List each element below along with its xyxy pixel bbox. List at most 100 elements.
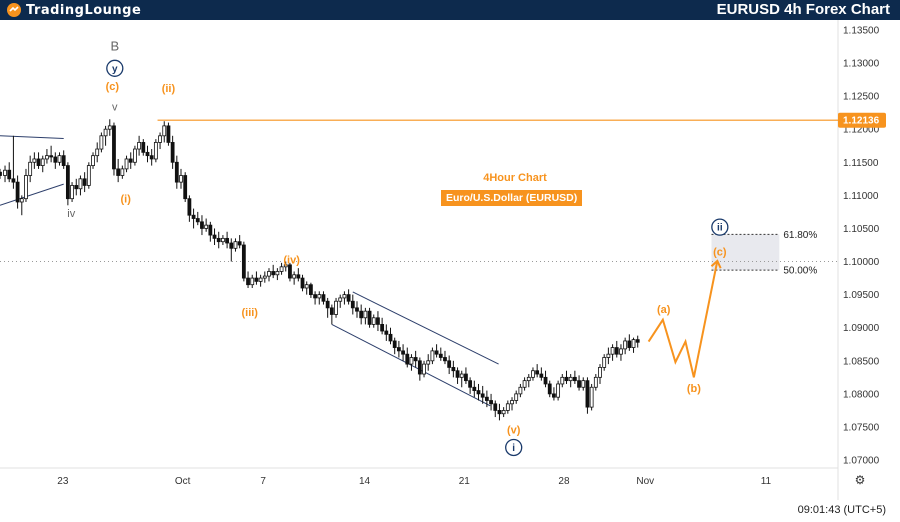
- candle-body: [401, 350, 405, 355]
- projection-arrowhead: [710, 259, 722, 269]
- candle: [95, 142, 100, 163]
- candle: [610, 344, 615, 361]
- candle-body: [367, 310, 372, 325]
- candle: [426, 354, 431, 371]
- candle-body: [568, 376, 573, 382]
- candle-body: [250, 277, 255, 286]
- candle-body: [7, 169, 12, 180]
- candle-body: [543, 376, 548, 385]
- candle-body: [233, 241, 238, 249]
- candle-body: [61, 155, 66, 166]
- candle: [120, 165, 125, 179]
- fib-level-label: 50.00%: [783, 266, 817, 277]
- candle: [526, 374, 531, 388]
- candle-body: [229, 242, 234, 249]
- candle-body: [15, 181, 20, 203]
- candle: [212, 228, 217, 245]
- logo-text: TradingLounge: [26, 2, 142, 18]
- candle: [443, 350, 447, 365]
- candle: [627, 334, 632, 351]
- wave-label: (ii): [162, 83, 176, 95]
- y-tick-label: 1.12000: [843, 125, 880, 136]
- candle: [221, 235, 225, 245]
- fib-level-label: 61.80%: [783, 230, 817, 241]
- candle-body: [145, 151, 150, 157]
- candle-body: [99, 135, 104, 150]
- candle: [124, 155, 129, 173]
- candle-body: [547, 383, 552, 395]
- candle: [179, 168, 183, 189]
- candle-body: [480, 393, 485, 398]
- candle: [577, 375, 581, 391]
- candle: [635, 335, 640, 348]
- candle-body: [19, 198, 24, 203]
- candle: [510, 397, 514, 411]
- candle-body: [95, 148, 100, 157]
- settings-gear-icon[interactable]: ⚙: [854, 473, 866, 487]
- candle: [514, 390, 519, 404]
- candle: [45, 149, 49, 164]
- wave-label: y: [112, 64, 118, 75]
- candle-body: [283, 264, 288, 268]
- candle-body: [91, 155, 95, 166]
- current-price-tag-bg: [838, 112, 886, 128]
- candle: [128, 152, 133, 169]
- candle-body: [288, 264, 292, 279]
- candle: [0, 168, 2, 179]
- channel-line: [352, 291, 499, 365]
- candle: [459, 370, 464, 388]
- y-tick-label: 1.13500: [843, 25, 880, 36]
- candle-body: [497, 410, 502, 415]
- candle: [606, 347, 611, 365]
- candle-body: [254, 277, 259, 282]
- candle: [271, 264, 276, 279]
- candle: [422, 360, 426, 378]
- candle: [313, 291, 317, 305]
- candle-body: [371, 317, 376, 325]
- candle: [166, 122, 171, 146]
- candle: [170, 135, 175, 169]
- candle: [153, 139, 158, 163]
- candle: [388, 327, 393, 345]
- candle-body: [32, 158, 37, 163]
- candle-body: [422, 363, 426, 375]
- candle-body: [598, 367, 602, 378]
- candle: [455, 367, 460, 384]
- candle: [70, 182, 74, 202]
- candle: [267, 268, 271, 282]
- wave-label: B: [110, 38, 119, 53]
- candle: [11, 135, 16, 189]
- candle: [409, 354, 414, 371]
- candle-body: [405, 353, 410, 365]
- candle: [602, 354, 607, 371]
- candle: [24, 168, 28, 202]
- y-ticks: 1.07000 1.07500 1.08000 1.08500 1.09000 1.095…: [843, 25, 880, 466]
- candle: [547, 380, 552, 398]
- candle-body: [610, 347, 615, 355]
- candle-body: [166, 125, 171, 143]
- candle: [233, 238, 238, 252]
- candle: [296, 268, 301, 282]
- candle-body: [455, 370, 460, 378]
- candle-body: [363, 310, 368, 319]
- wave-circle: [711, 218, 729, 236]
- candle: [434, 344, 439, 358]
- candle-body: [392, 340, 397, 348]
- candle-body: [317, 294, 322, 299]
- candle: [204, 218, 209, 232]
- candle-body: [325, 300, 330, 309]
- y-tick-label: 1.08500: [843, 356, 880, 367]
- y-tick-label: 1.09000: [843, 323, 880, 334]
- wave-labels: By v (c) (ii) (i) iv (iii) (iv) (v) i (a) (b) (c) ii: [67, 38, 729, 457]
- candle: [283, 261, 288, 272]
- candle-body: [413, 357, 418, 362]
- candle: [447, 355, 452, 375]
- candle: [49, 145, 54, 163]
- candle: [162, 121, 167, 143]
- candle: [396, 340, 401, 358]
- wave-label: (c): [106, 81, 120, 93]
- logo: TradingLounge: [6, 1, 141, 19]
- candle-body: [258, 277, 263, 282]
- candle: [86, 162, 91, 189]
